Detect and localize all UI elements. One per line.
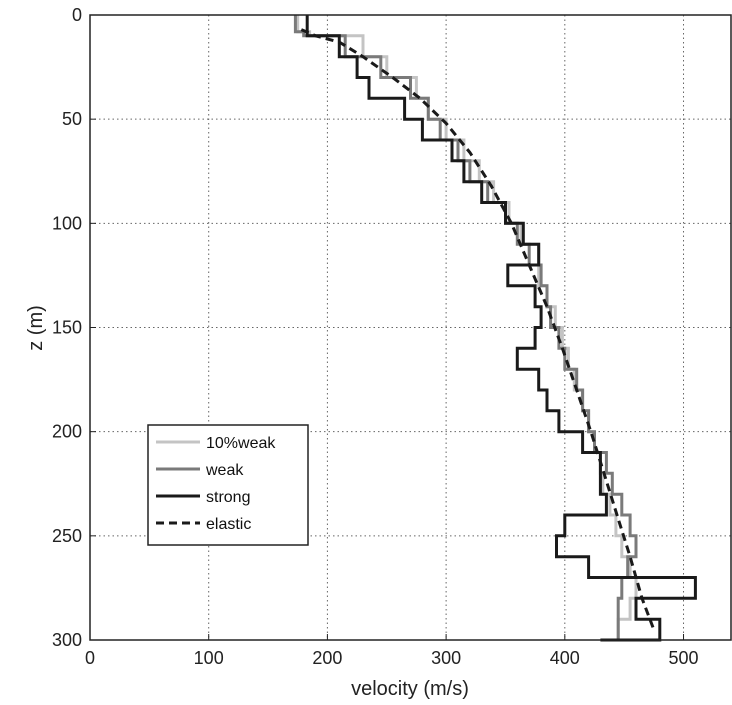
- y-tick-label: 100: [52, 213, 82, 233]
- y-tick-label: 250: [52, 526, 82, 546]
- legend-label: strong: [206, 489, 250, 506]
- x-tick-label: 200: [312, 648, 342, 668]
- legend-label: 10%weak: [206, 435, 276, 452]
- x-tick-label: 400: [550, 648, 580, 668]
- tick-labels: 0 100 200 300 400 500 0 50 100 150 200 250 300: [52, 5, 699, 668]
- legend-label: elastic: [206, 516, 251, 533]
- y-tick-label: 300: [52, 630, 82, 650]
- x-tick-label: 300: [431, 648, 461, 668]
- y-tick-label: 0: [72, 5, 82, 25]
- legend-box: [147, 424, 309, 546]
- series-line-strong: [305, 15, 697, 642]
- x-tick-label: 100: [194, 648, 224, 668]
- y-tick-label: 50: [62, 109, 82, 129]
- x-tick-label: 500: [668, 648, 698, 668]
- x-axis-label: velocity (m/s): [351, 678, 469, 700]
- x-tick-label: 0: [85, 648, 95, 668]
- series-line-elastic: [300, 28, 656, 631]
- y-tick-label: 150: [52, 318, 82, 338]
- y-tick-label: 200: [52, 422, 82, 442]
- legend-label: weak: [205, 462, 244, 479]
- series-line-weak: [293, 15, 638, 640]
- legend: 10%weak weak strong elastic: [147, 424, 309, 546]
- y-axis-label: z (m): [25, 305, 47, 351]
- series-layer: [293, 15, 697, 642]
